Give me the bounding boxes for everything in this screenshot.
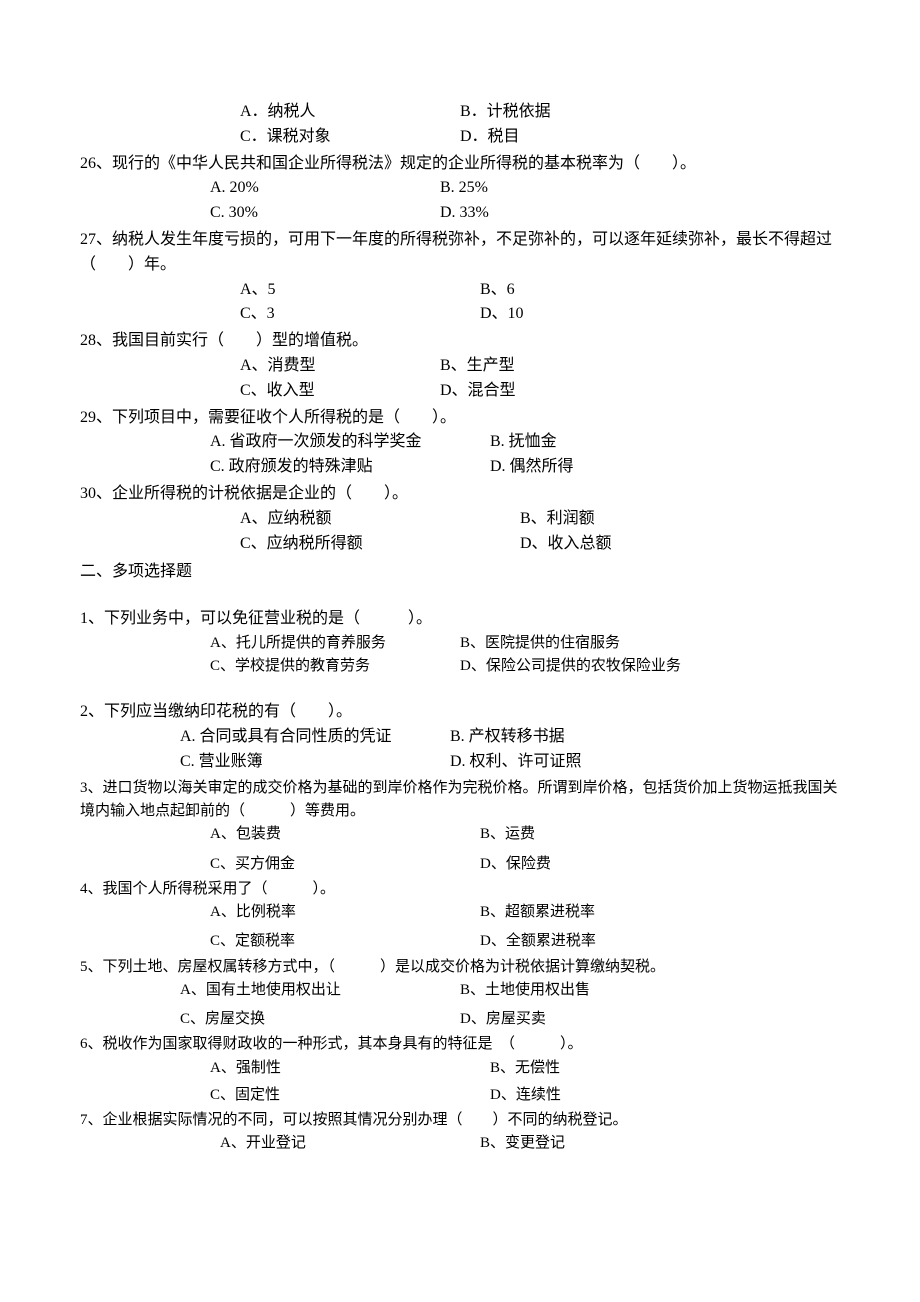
q30-c: C、应纳税所得额 [240,532,520,557]
q27-b: B、6 [480,278,515,303]
m4-b: B、超额累进税率 [480,901,595,924]
q27-c: C、3 [240,302,480,327]
q25-opt-b: B．计税依据 [460,100,551,125]
m3-d: D、保险费 [480,853,551,876]
q26-c: C. 30% [210,201,440,226]
q30-b: B、利润额 [520,507,595,532]
m5-a: A、国有土地使用权出让 [180,979,460,1002]
q29-stem: 29、下列项目中，需要征收个人所得税的是（ ）。 [80,406,840,431]
q29-d: D. 偶然所得 [490,455,574,480]
m7-stem: 7、企业根据实际情况的不同，可以按照其情况分别办理（ ）不同的纳税登记。 [80,1109,840,1132]
m6-c: C、固定性 [210,1084,490,1107]
m2: 2、下列应当缴纳印花税的有（ ）。 A. 合同或具有合同性质的凭证B. 产权转移… [80,700,840,774]
q30-a: A、应纳税额 [240,507,520,532]
q30-d: D、收入总额 [520,532,612,557]
q28-c: C、收入型 [240,379,440,404]
q25-opt-c: C．课税对象 [240,125,460,150]
q25-opt-a: A．纳税人 [240,100,460,125]
m2-a: A. 合同或具有合同性质的凭证 [180,725,450,750]
m1-stem: 1、下列业务中，可以免征营业税的是（ ）。 [80,607,840,632]
m1-b: B、医院提供的住宿服务 [460,632,620,655]
m2-stem: 2、下列应当缴纳印花税的有（ ）。 [80,700,840,725]
m5-b: B、土地使用权出售 [460,979,590,1002]
m4: 4、我国个人所得税采用了（ ）。 A、比例税率B、超额累进税率 C、定额税率D、… [80,878,840,954]
m2-d: D. 权利、许可证照 [450,750,582,775]
m7-b: B、变更登记 [480,1132,565,1155]
m6-b: B、无偿性 [490,1057,560,1080]
q27-d: D、10 [480,302,524,327]
m4-d: D、全额累进税率 [480,930,596,953]
q28-stem: 28、我国目前实行（ ）型的增值税。 [80,329,840,354]
m6-stem: 6、税收作为国家取得财政收的一种形式，其本身具有的特征是 （ ）。 [80,1033,840,1056]
m5: 5、下列土地、房屋权属转移方式中，（ ）是以成交价格为计税依据计算缴纳契税。 A… [80,956,840,1032]
m2-b: B. 产权转移书据 [450,725,565,750]
m5-d: D、房屋买卖 [460,1008,546,1031]
m2-c: C. 营业账簿 [180,750,450,775]
q26-a: A. 20% [210,176,440,201]
m6: 6、税收作为国家取得财政收的一种形式，其本身具有的特征是 （ ）。 A、强制性B… [80,1033,840,1107]
q26-b: B. 25% [440,176,488,201]
m6-d: D、连续性 [490,1084,561,1107]
m5-stem: 5、下列土地、房屋权属转移方式中，（ ）是以成交价格为计税依据计算缴纳契税。 [80,956,840,979]
m6-a: A、强制性 [210,1057,490,1080]
m1-a: A、托儿所提供的育养服务 [210,632,460,655]
section2-heading: 二、多项选择题 [80,560,840,585]
q29-a: A. 省政府一次颁发的科学奖金 [210,430,490,455]
q26-d: D. 33% [440,201,489,226]
m3: 3、进口货物以海关审定的成交价格为基础的到岸价格作为完税价格。所谓到岸价格，包括… [80,777,840,876]
q30: 30、企业所得税的计税依据是企业的（ ）。 A、应纳税额B、利润额 C、应纳税所… [80,482,840,556]
m3-a: A、包装费 [210,823,480,846]
q27-stem: 27、纳税人发生年度亏损的，可用下一年度的所得税弥补，不足弥补的，可以逐年延续弥… [80,228,840,278]
q29-b: B. 抚恤金 [490,430,557,455]
m3-c: C、买方佣金 [210,853,480,876]
q28-a: A、消费型 [240,354,440,379]
q29-c: C. 政府颁发的特殊津贴 [210,455,490,480]
q27: 27、纳税人发生年度亏损的，可用下一年度的所得税弥补，不足弥补的，可以逐年延续弥… [80,228,840,327]
q25-opt-d: D．税目 [460,125,520,150]
q28: 28、我国目前实行（ ）型的增值税。 A、消费型B、生产型 C、收入型D、混合型 [80,329,840,403]
q27-a: A、5 [240,278,480,303]
m5-c: C、房屋交换 [180,1008,460,1031]
m4-c: C、定额税率 [210,930,480,953]
q28-d: D、混合型 [440,379,516,404]
m4-a: A、比例税率 [210,901,480,924]
q26: 26、现行的《中华人民共和国企业所得税法》规定的企业所得税的基本税率为（ ）。 … [80,152,840,226]
q25-options: A．纳税人B．计税依据 C．课税对象D．税目 [80,100,840,150]
m1-d: D、保险公司提供的农牧保险业务 [460,655,681,678]
m1: 1、下列业务中，可以免征营业税的是（ ）。 A、托儿所提供的育养服务B、医院提供… [80,607,840,678]
q26-stem: 26、现行的《中华人民共和国企业所得税法》规定的企业所得税的基本税率为（ ）。 [80,152,840,177]
m7: 7、企业根据实际情况的不同，可以按照其情况分别办理（ ）不同的纳税登记。 A、开… [80,1109,840,1156]
m1-c: C、学校提供的教育劳务 [210,655,460,678]
q30-stem: 30、企业所得税的计税依据是企业的（ ）。 [80,482,840,507]
m3-b: B、运费 [480,823,535,846]
q28-b: B、生产型 [440,354,515,379]
q29: 29、下列项目中，需要征收个人所得税的是（ ）。 A. 省政府一次颁发的科学奖金… [80,406,840,480]
m7-a: A、开业登记 [220,1132,480,1155]
m3-stem: 3、进口货物以海关审定的成交价格为基础的到岸价格作为完税价格。所谓到岸价格，包括… [80,777,840,824]
m4-stem: 4、我国个人所得税采用了（ ）。 [80,878,840,901]
